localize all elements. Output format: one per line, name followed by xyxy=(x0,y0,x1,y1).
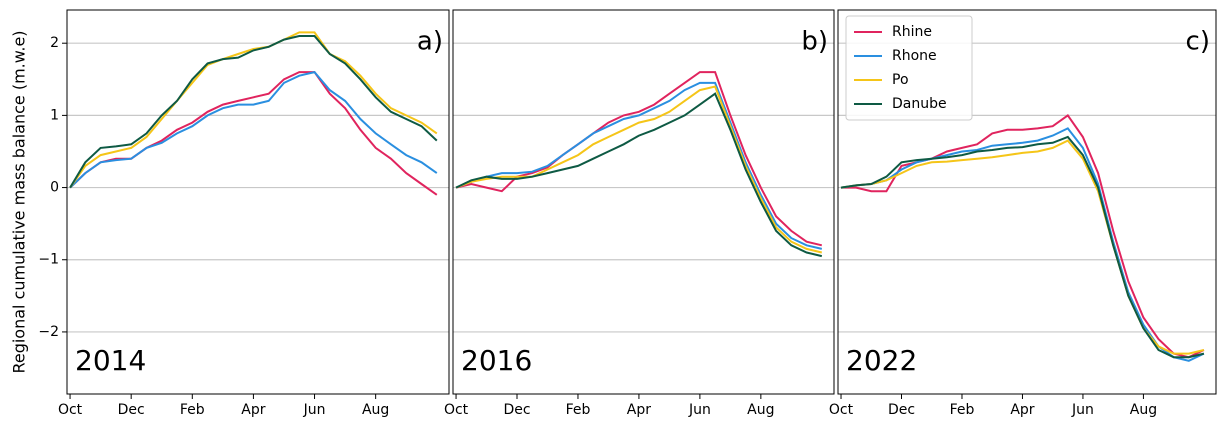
y-axis-label: Regional cumulative mass balance (m.w.e) xyxy=(10,30,29,373)
x-tick-label: Aug xyxy=(1130,402,1157,418)
series-line xyxy=(69,31,438,189)
panel-year: 2022 xyxy=(846,344,917,377)
x-tick-label: Jun xyxy=(1071,402,1094,418)
series-line xyxy=(455,92,823,258)
x-tick-label: Jun xyxy=(688,402,711,418)
series-line xyxy=(455,85,823,254)
y-tick-label: 0 xyxy=(50,180,59,196)
x-tick-label: Aug xyxy=(747,402,774,418)
y-tick-label: 2 xyxy=(50,35,59,51)
panel-letter: b) xyxy=(801,27,828,57)
x-tick-label: Dec xyxy=(118,402,145,418)
series-line xyxy=(69,70,438,189)
series-line xyxy=(455,71,823,247)
series-line xyxy=(840,135,1205,359)
x-tick-label: Apr xyxy=(1010,402,1034,418)
plot-frame xyxy=(452,9,835,395)
x-tick-label: Oct xyxy=(58,402,83,418)
series-line xyxy=(840,139,1205,355)
x-tick-label: Apr xyxy=(627,402,651,418)
legend-label: Po xyxy=(892,72,909,88)
legend-label: Rhine xyxy=(892,24,932,40)
x-tick-label: Apr xyxy=(241,402,265,418)
legend-label: Rhone xyxy=(892,48,937,64)
x-tick-label: Feb xyxy=(180,402,205,418)
series-line xyxy=(69,35,438,189)
plot-frame xyxy=(837,9,1217,395)
x-tick-label: Jun xyxy=(303,402,326,418)
y-tick-label: −1 xyxy=(38,252,59,268)
plot-frame xyxy=(66,9,450,395)
legend-box xyxy=(845,15,973,121)
x-tick-label: Dec xyxy=(888,402,915,418)
series-line xyxy=(841,113,1205,359)
panel-year: 2014 xyxy=(75,344,146,377)
x-tick-label: Feb xyxy=(950,402,975,418)
x-tick-label: Dec xyxy=(503,402,530,418)
x-tick-label: Oct xyxy=(444,402,469,418)
y-tick-label: −2 xyxy=(38,324,59,340)
x-tick-label: Feb xyxy=(566,402,591,418)
series-line xyxy=(840,127,1205,362)
y-tick-label: 1 xyxy=(50,107,59,123)
series-line xyxy=(69,71,438,196)
x-tick-label: Oct xyxy=(829,402,854,418)
legend-label: Danube xyxy=(892,96,947,112)
panel-year: 2016 xyxy=(461,344,532,377)
series-line xyxy=(455,81,823,250)
panel-letter: a) xyxy=(417,27,443,57)
panel-letter: c) xyxy=(1186,27,1210,57)
x-tick-label: Aug xyxy=(362,402,389,418)
